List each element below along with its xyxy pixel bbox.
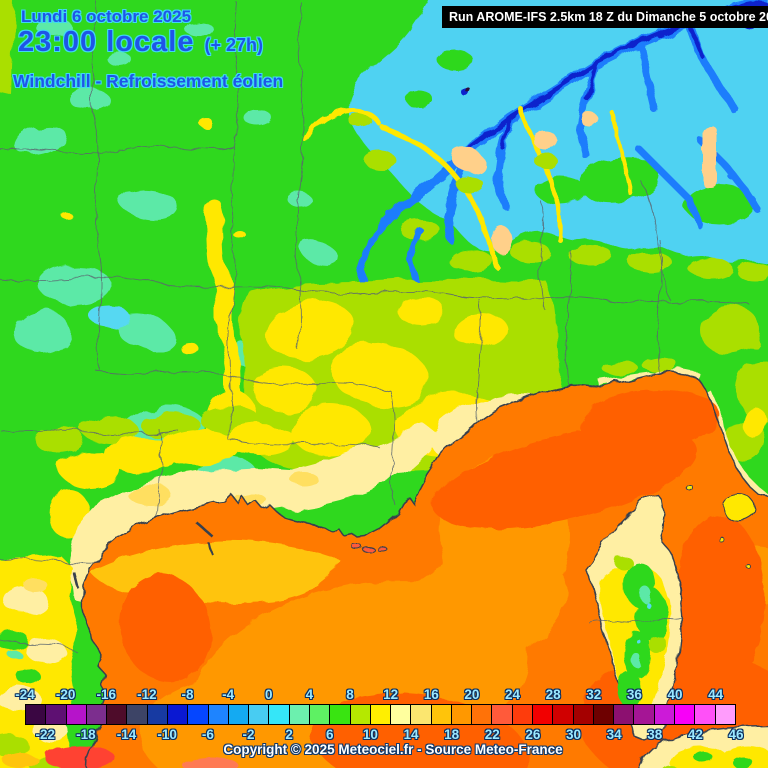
forecast-date: Lundi 6 octobre 2025	[21, 7, 192, 26]
legend-cell	[330, 705, 351, 724]
legend-cell	[86, 705, 108, 724]
legend-cell	[472, 705, 493, 724]
legend-cell	[269, 705, 290, 724]
legend-cell	[431, 705, 452, 724]
legend-cell	[309, 705, 331, 724]
model-run-info: Run AROME-IFS 2.5km 18 Z du Dimanche 5 o…	[442, 6, 768, 28]
legend-label: -6	[201, 727, 214, 742]
legend-label: 34	[606, 727, 622, 742]
legend-cell	[147, 705, 168, 724]
legend-label: -14	[116, 727, 137, 742]
legend-cell	[492, 705, 513, 724]
legend-label: 36	[626, 687, 642, 702]
variable-title: Windchill - Refroissement éolien	[13, 71, 284, 91]
legend-label: -24	[15, 687, 35, 702]
legend-cell	[350, 705, 371, 724]
legend-cell	[715, 705, 735, 724]
legend-cell	[66, 705, 87, 724]
legend-label: -8	[181, 687, 194, 702]
legend-label: 10	[362, 727, 378, 742]
legend-cell	[26, 705, 47, 724]
legend-label: 30	[565, 727, 581, 742]
color-scale-legend	[25, 704, 736, 725]
sardinia-and-islands	[638, 483, 768, 768]
forecast-time-local: 23:00 locale	[18, 26, 195, 58]
legend-label: -16	[96, 687, 117, 702]
legend-cell	[695, 705, 716, 724]
legend-cell	[107, 705, 128, 724]
legend-cell	[188, 705, 209, 724]
legend-label: 14	[403, 727, 419, 742]
forecast-time: 23:00 locale (+ 27h)	[18, 26, 263, 59]
legend-label: 6	[325, 727, 334, 742]
legend-label: -18	[76, 727, 96, 742]
legend-label: 8	[346, 687, 354, 702]
legend-cell	[553, 705, 574, 724]
legend-label: -10	[157, 727, 177, 742]
legend-cell	[46, 705, 67, 724]
legend-cell	[654, 705, 675, 724]
legend-label: 18	[444, 727, 460, 742]
legend-label: 24	[505, 687, 521, 702]
legend-label: 38	[647, 727, 663, 742]
legend-cell	[411, 705, 432, 724]
legend-cell	[593, 705, 615, 724]
legend-cell	[634, 705, 655, 724]
legend-cell	[370, 705, 392, 724]
legend-label: 16	[423, 687, 439, 702]
legend-cell	[451, 705, 473, 724]
legend-label: 46	[728, 727, 744, 742]
legend-cell	[228, 705, 250, 724]
legend-label: 42	[687, 727, 703, 742]
corsica-island	[585, 493, 684, 741]
legend-label: -4	[222, 687, 235, 702]
legend-cell	[127, 705, 148, 724]
legend-cell	[289, 705, 310, 724]
legend-label: 0	[265, 687, 273, 702]
legend-label: -12	[137, 687, 157, 702]
legend-cell	[573, 705, 594, 724]
copyright-line: Copyright © 2025 Meteociel.fr - Source M…	[223, 742, 563, 757]
legend-cell	[167, 705, 189, 724]
legend-label: 28	[545, 687, 561, 702]
legend-label: 44	[708, 687, 724, 702]
mediterranean-sea	[45, 371, 768, 768]
alps-cold-zone	[303, 0, 768, 299]
legend-label: -20	[55, 687, 76, 702]
legend-label: 12	[383, 687, 399, 702]
legend-cell	[208, 705, 229, 724]
legend-label: 26	[525, 727, 541, 742]
forecast-lead-time: (+ 27h)	[204, 35, 263, 55]
legend-label: 22	[484, 727, 500, 742]
legend-label: 2	[285, 727, 293, 742]
legend-cell	[512, 705, 534, 724]
legend-label: 32	[586, 687, 602, 702]
legend-label: -22	[35, 727, 56, 742]
legend-label: -2	[242, 727, 255, 742]
legend-cell	[614, 705, 635, 724]
legend-label: 20	[464, 687, 480, 702]
legend-cell	[249, 705, 270, 724]
legend-cell	[533, 705, 554, 724]
legend-cell	[391, 705, 412, 724]
legend-cell	[675, 705, 696, 724]
legend-label: 4	[305, 687, 314, 702]
legend-label: 40	[667, 687, 683, 702]
